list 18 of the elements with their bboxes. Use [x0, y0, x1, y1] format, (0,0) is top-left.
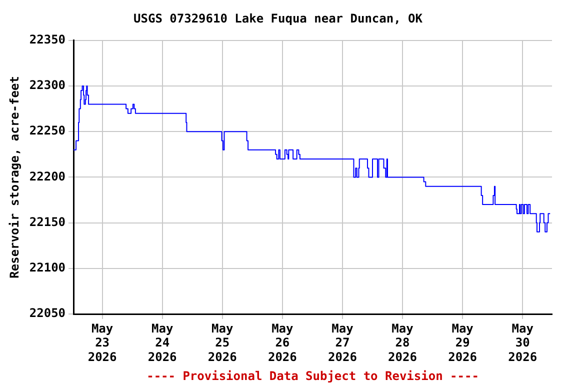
x-tick-label: May 28 2026: [388, 321, 417, 364]
y-tick-label: 22100: [29, 260, 66, 275]
x-tick-label: May 25 2026: [208, 321, 237, 364]
y-tick-label: 22200: [29, 169, 66, 184]
chart-title: USGS 07329610 Lake Fuqua near Duncan, OK: [134, 11, 424, 26]
y-tick-label: 22050: [29, 306, 66, 320]
x-tick-label: May 27 2026: [328, 321, 357, 364]
x-tick-label: May 26 2026: [268, 321, 297, 364]
text: ---- Provisional Data Subject to Revision ----: [146, 369, 479, 383]
x-tick-label: May 24 2026: [148, 321, 177, 364]
y-tick-label: 22150: [29, 214, 66, 229]
y-tick-label: 22300: [29, 78, 66, 92]
x-tick-label: May 30 2026: [508, 321, 538, 364]
y-tick-label: 22250: [29, 124, 66, 138]
x-tick-label: May 29 2026: [448, 321, 478, 364]
x-tick-label: May 23 2026: [88, 321, 117, 364]
y-axis-title: Reservoir storage, acre-feet: [7, 76, 22, 278]
y-tick-label: 22350: [29, 32, 66, 47]
